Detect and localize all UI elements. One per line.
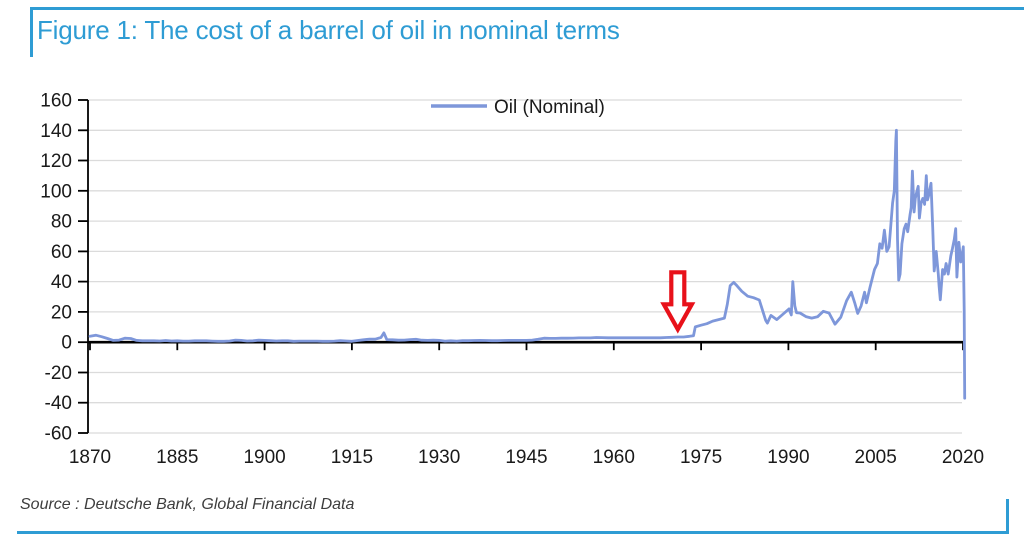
y-tick-label: 140: [40, 121, 72, 142]
red-arrow-down-icon: [660, 270, 696, 334]
y-tick-label: 20: [51, 302, 72, 323]
y-tick-label: 80: [51, 212, 72, 233]
y-tick-label: 160: [40, 91, 72, 112]
y-tick-label: -60: [45, 424, 72, 445]
top-border-left-corner: [30, 7, 33, 57]
x-tick-label: 1975: [680, 447, 722, 468]
top-border-rule: [30, 7, 1024, 10]
x-tick-label: 1945: [505, 447, 547, 468]
oil-nominal-line: [88, 128, 967, 400]
annotation: [660, 270, 696, 334]
y-tick-label: 100: [40, 181, 72, 202]
x-tick-label: 1915: [331, 447, 373, 468]
y-tick-label: 0: [61, 333, 72, 354]
y-tick-label: -20: [45, 363, 72, 384]
legend-label: Oil (Nominal): [494, 97, 605, 118]
y-tick-label: -40: [45, 393, 72, 414]
y-tick-label: 40: [51, 272, 72, 293]
figure-title: Figure 1: The cost of a barrel of oil in…: [37, 15, 620, 45]
x-tick-label: 1990: [767, 447, 809, 468]
x-tick-label: 2005: [855, 447, 897, 468]
data-series: [88, 128, 967, 400]
y-axis: -60 -40 -20 0 20 40 60 80 100 120 140 160: [40, 91, 89, 445]
gridlines: [88, 99, 962, 434]
x-tick-label: 1930: [418, 447, 460, 468]
x-tick-label: 2020: [942, 447, 984, 468]
source-note: Source : Deutsche Bank, Global Financial…: [20, 496, 355, 513]
x-tick-label: 1960: [593, 447, 635, 468]
x-tick-label: 1885: [156, 447, 198, 468]
x-tick-label: 1900: [243, 447, 285, 468]
y-tick-label: 120: [40, 151, 72, 172]
x-axis: 1870 1885 1900 1915 1930 1945 1960 1975 1990 2005…: [69, 340, 984, 468]
x-tick-label: 1870: [69, 447, 111, 468]
y-tick-label: 60: [51, 242, 72, 263]
bottom-border-rule: [17, 531, 1009, 534]
bottom-border-right-corner: [1006, 499, 1009, 534]
legend: Oil (Nominal): [431, 97, 605, 118]
